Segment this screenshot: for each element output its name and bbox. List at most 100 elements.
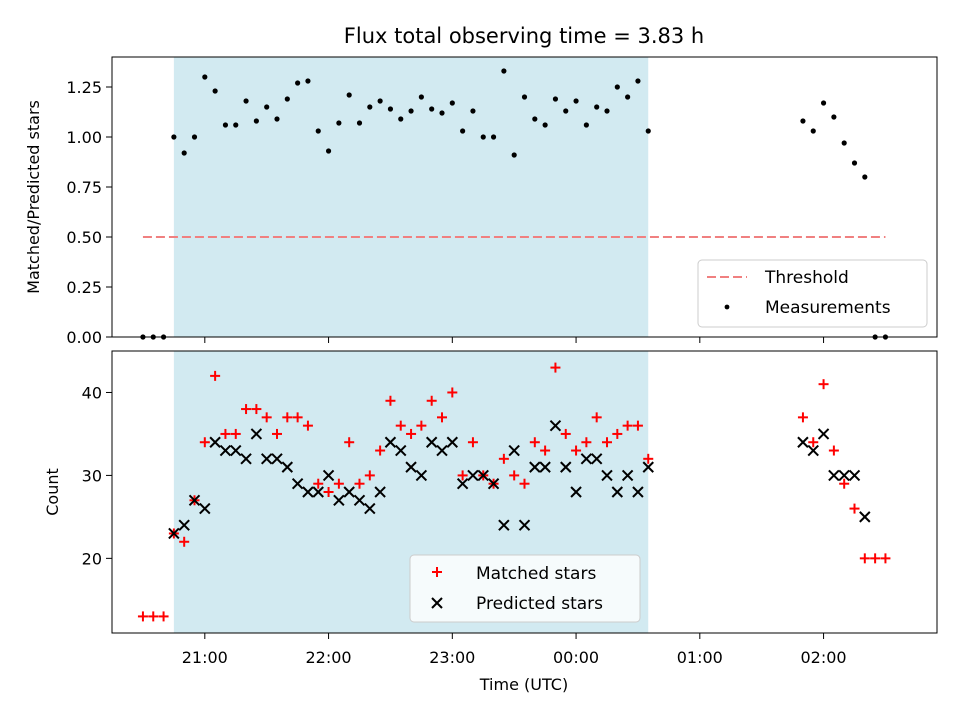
predicted-star-point [518, 519, 531, 531]
measurement-point [645, 128, 651, 134]
matched-star-point [230, 428, 241, 439]
legend-measurement-swatch [724, 304, 730, 310]
measurement-point [532, 116, 538, 122]
measurement-point [831, 114, 837, 120]
matched-star-point [354, 478, 365, 489]
measurement-point [841, 140, 847, 146]
measurement-point [346, 92, 352, 98]
predicted-star-point [405, 461, 417, 473]
measurement-point [336, 120, 342, 126]
matched-star-point [292, 412, 303, 423]
matched-star-point [560, 428, 571, 439]
predicted-star-point [271, 453, 283, 465]
matched-star-point [179, 536, 190, 547]
predicted-star-point [807, 444, 819, 457]
predicted-star-point [312, 486, 324, 498]
bottom-y-tick-label: 30 [82, 466, 102, 485]
matched-star-point [632, 420, 643, 431]
predicted-star-point [374, 486, 386, 498]
matched-star-point [797, 412, 808, 423]
matched-star-point [323, 487, 334, 497]
measurement-point [552, 96, 559, 102]
predicted-star-point [395, 444, 407, 457]
matched-star-point [880, 553, 891, 564]
matched-star-point [344, 437, 355, 448]
measurement-point [810, 128, 816, 134]
x-tick-label: 01:00 [677, 648, 723, 667]
predicted-star-point [302, 486, 314, 498]
measurement-point [418, 94, 424, 100]
matched-star-point [550, 362, 561, 373]
measurement-point [377, 98, 383, 104]
predicted-star-point [859, 511, 871, 523]
chart-title: Flux total observing time = 3.83 h [344, 24, 704, 48]
top-legend: Threshold Measurements [697, 259, 928, 328]
measurement-point [851, 160, 858, 166]
measurement-point [295, 80, 301, 86]
measurement-point [800, 118, 806, 124]
predicted-star-point [580, 453, 593, 465]
predicted-star-point [188, 494, 201, 507]
measurement-point [625, 94, 631, 100]
measurement-point [233, 122, 239, 128]
measurement-point [563, 108, 569, 114]
predicted-star-point [199, 502, 211, 515]
x-tick-label: 23:00 [429, 648, 475, 667]
legend-matched-label: Matched stars [476, 564, 596, 584]
x-tick-label: 22:00 [306, 648, 352, 667]
predicted-star-point [848, 469, 861, 482]
predicted-star-point [425, 436, 438, 448]
matched-star-point [612, 428, 623, 439]
predicted-star-point [611, 486, 624, 498]
predicted-star-points [168, 419, 871, 540]
matched-star-point [158, 611, 169, 622]
top-y-tick-label: 1.00 [66, 128, 102, 147]
predicted-star-point [415, 469, 428, 482]
predicted-star-point [250, 428, 263, 440]
predicted-star-point [178, 519, 190, 531]
predicted-star-point [456, 477, 469, 490]
top-y-tick-label: 1.25 [66, 78, 102, 97]
matched-star-point [808, 437, 819, 448]
predicted-star-point [632, 486, 644, 498]
measurement-point [604, 108, 610, 114]
predicted-star-point [230, 444, 242, 457]
predicted-star-point [219, 444, 232, 457]
measurement-point [212, 88, 218, 94]
measurement-point [862, 174, 868, 180]
predicted-star-point [291, 477, 304, 490]
top-y-label: Matched/Predicted stars [24, 100, 43, 294]
measurement-point [305, 78, 311, 84]
matched-star-point [643, 453, 654, 464]
matched-star-point [251, 404, 262, 415]
measurement-point [614, 84, 620, 90]
bottom-axes-frame [111, 350, 938, 634]
measurement-point [470, 108, 476, 114]
measurement-point [449, 100, 455, 106]
predicted-star-point [487, 477, 500, 490]
predicted-star-point [590, 453, 603, 465]
predicted-star-point [467, 469, 479, 482]
matched-star-point [509, 470, 520, 481]
measurement-point [274, 116, 280, 122]
measurement-point [480, 134, 486, 140]
predicted-star-point [539, 461, 551, 473]
measurement-point [490, 134, 497, 140]
measurement-point [356, 120, 363, 126]
matched-star-point [282, 412, 293, 423]
predicted-star-point [797, 436, 809, 448]
predicted-star-point [364, 502, 376, 515]
matched-star-point [457, 470, 468, 481]
matched-star-point [364, 470, 375, 481]
predicted-star-point [260, 453, 273, 465]
measurement-point [408, 108, 414, 114]
matched-star-point [220, 428, 231, 439]
bottom-legend: Matched stars Predicted stars [409, 554, 641, 623]
predicted-star-point [570, 486, 582, 498]
matched-star-point [437, 412, 447, 423]
top-x-axis [204, 337, 825, 343]
measurement-point [181, 150, 187, 156]
top-shaded-span [173, 57, 649, 337]
predicted-star-point [384, 436, 397, 448]
